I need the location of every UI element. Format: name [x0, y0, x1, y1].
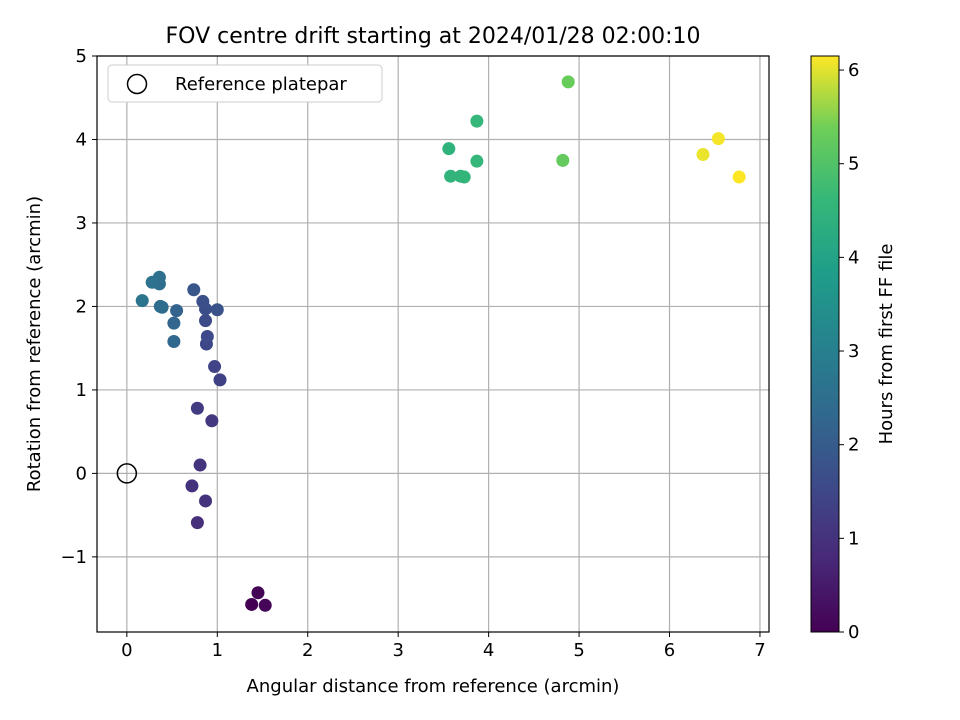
y-tick-label: 5 — [76, 46, 87, 67]
data-point — [457, 170, 471, 184]
data-point — [442, 142, 456, 156]
data-point — [210, 303, 224, 317]
data-point — [199, 494, 213, 508]
legend-label: Reference platepar — [175, 74, 347, 95]
data-point — [711, 132, 725, 146]
y-tick-label: −1 — [60, 547, 87, 568]
x-tick-label: 3 — [392, 640, 403, 661]
data-point — [444, 169, 458, 183]
colorbar-tick-label: 6 — [848, 60, 859, 81]
y-tick-label: 3 — [76, 213, 87, 234]
colorbar-tick-label: 3 — [848, 341, 859, 362]
data-point — [696, 148, 710, 162]
colorbar-ticks: 0 1 2 3 4 5 6 — [839, 60, 859, 643]
data-point — [199, 314, 213, 328]
data-point — [556, 153, 570, 167]
scatter-points — [135, 75, 746, 612]
colorbar-label: Hours from first FF file — [876, 244, 897, 445]
data-point — [258, 598, 272, 612]
grid — [97, 55, 769, 632]
x-tick-label: 6 — [664, 640, 675, 661]
data-point — [135, 294, 149, 308]
plot-frame — [96, 55, 770, 633]
y-tick-label: 1 — [76, 380, 87, 401]
data-point — [196, 294, 210, 308]
data-point — [200, 329, 214, 343]
x-axis-label: Angular distance from reference (arcmin) — [247, 676, 620, 697]
data-point — [190, 401, 204, 415]
data-point — [155, 300, 169, 314]
data-point — [732, 170, 746, 184]
x-tick-label: 2 — [302, 640, 313, 661]
colorbar-tick-label: 2 — [848, 435, 859, 456]
colorbar-gradient — [810, 55, 840, 633]
data-point — [470, 114, 484, 128]
y-tick-label: 0 — [76, 463, 87, 484]
y-axis: −1 0 1 2 3 4 5 — [60, 46, 97, 568]
data-point — [251, 586, 265, 600]
colorbar-tick-label: 5 — [848, 154, 859, 175]
data-point — [167, 334, 181, 348]
data-point — [190, 516, 204, 530]
data-point — [245, 597, 259, 611]
colorbar-tick-label: 0 — [848, 622, 859, 643]
data-point — [167, 316, 181, 330]
legend: Reference platepar — [107, 64, 383, 103]
chart-title: FOV centre drift starting at 2024/01/28 … — [166, 24, 701, 49]
data-point — [213, 373, 227, 387]
y-axis-label: Rotation from reference (arcmin) — [24, 196, 45, 492]
colorbar-tick-label: 4 — [848, 247, 859, 268]
x-axis: 0 1 2 3 4 5 6 7 — [121, 632, 766, 661]
data-point — [187, 283, 201, 297]
y-tick-label: 2 — [76, 296, 87, 317]
data-point — [205, 414, 219, 428]
x-tick-label: 1 — [212, 640, 223, 661]
x-tick-label: 4 — [483, 640, 494, 661]
data-point — [170, 304, 184, 318]
data-point — [145, 275, 159, 289]
data-point — [208, 360, 222, 374]
data-point — [470, 154, 484, 168]
reference-platepar-marker — [116, 463, 138, 484]
data-point — [185, 479, 199, 493]
data-point — [561, 75, 575, 89]
y-tick-label: 4 — [76, 129, 87, 150]
legend-box — [107, 64, 383, 103]
x-tick-label: 0 — [121, 640, 132, 661]
x-tick-label: 5 — [573, 640, 584, 661]
x-tick-label: 7 — [754, 640, 765, 661]
data-point — [193, 458, 207, 472]
colorbar-tick-label: 1 — [848, 528, 859, 549]
legend-reference-marker — [126, 73, 148, 95]
colorbar: 0 1 2 3 4 5 6 Hours from first FF file — [810, 55, 897, 643]
